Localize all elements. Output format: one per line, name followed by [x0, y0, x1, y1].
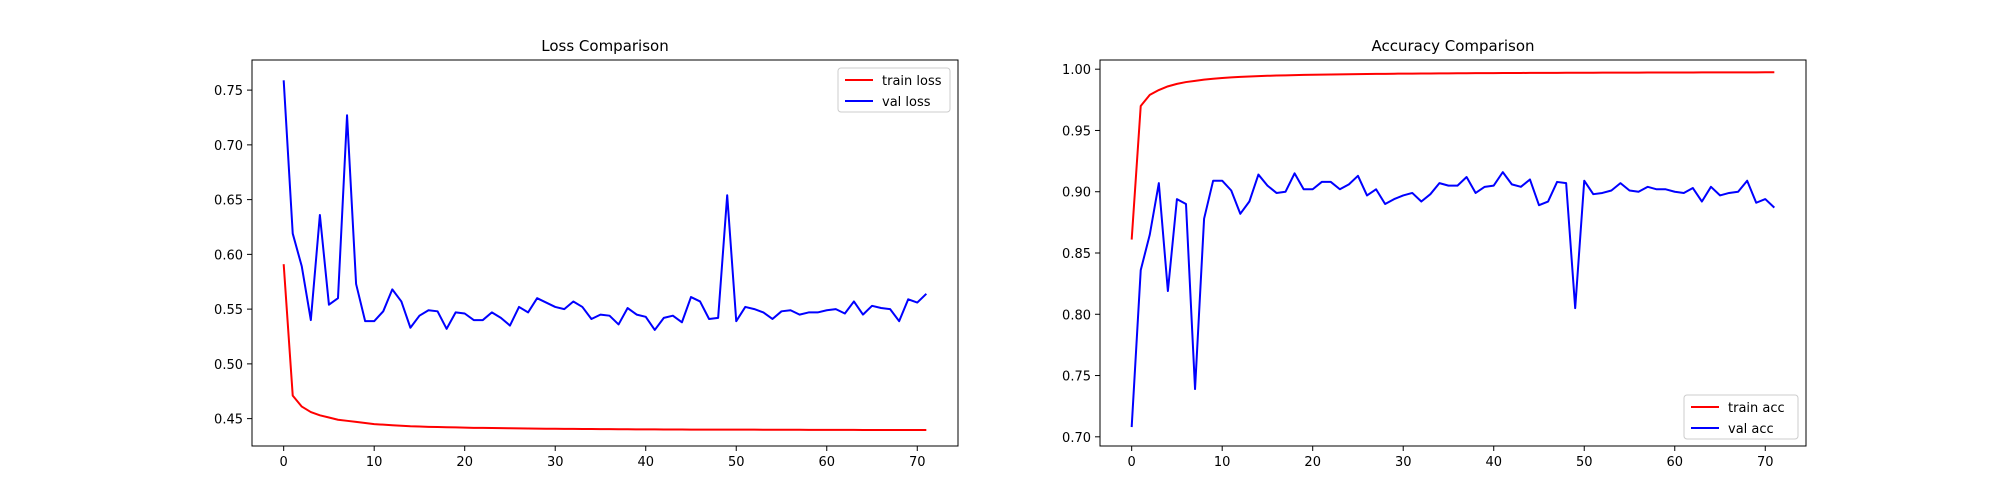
- loss-series-train-loss: [282, 264, 927, 432]
- acc-x-tick-label: 0: [1128, 455, 1136, 470]
- acc-y-tick-label: 1.00: [1062, 63, 1091, 78]
- acc-plot-frame: [1099, 59, 1807, 447]
- loss-chart: Loss Comparison 0 10 20 30 40 50 60 70 0.45 0.50 0.…: [214, 37, 959, 470]
- loss-x-tick-label: 70: [909, 455, 926, 470]
- acc-y-tick-label: 0.85: [1062, 247, 1091, 262]
- loss-x-tick-label: 40: [637, 455, 654, 470]
- acc-x-tick-label: 20: [1304, 455, 1321, 470]
- acc-series-val-acc: [1130, 171, 1776, 428]
- acc-x-tick-label: 30: [1395, 455, 1412, 470]
- acc-y-tick-label: 0.70: [1062, 431, 1091, 446]
- loss-legend-label-val-loss: val loss: [882, 95, 931, 110]
- acc-y-tick-label: 0.75: [1062, 370, 1091, 385]
- acc-legend-label-val-acc: val acc: [1728, 422, 1774, 437]
- acc-legend: train acc val acc: [1683, 394, 1799, 440]
- loss-y-tick-label: 0.45: [214, 413, 243, 428]
- acc-y-tick-label: 0.80: [1062, 308, 1091, 323]
- acc-series-train-acc: [1130, 71, 1775, 240]
- loss-x-tick-label: 0: [280, 455, 288, 470]
- loss-y-tick-label: 0.55: [214, 303, 243, 318]
- loss-legend-label-train-loss: train loss: [882, 74, 942, 89]
- loss-y-tick-label: 0.70: [214, 139, 243, 154]
- loss-plot-frame: [251, 59, 959, 447]
- acc-y-tick-label: 0.95: [1062, 124, 1091, 139]
- acc-x-tick-label: 10: [1214, 455, 1231, 470]
- loss-x-tick-label: 50: [728, 455, 745, 470]
- acc-x-tick-label: 50: [1576, 455, 1593, 470]
- acc-chart: Accuracy Comparison 0 10 20 30 40 50 60 70 0.70 0.…: [1062, 37, 1807, 470]
- acc-legend-label-train-acc: train acc: [1728, 401, 1785, 416]
- acc-x-tick-label: 70: [1757, 455, 1774, 470]
- loss-chart-title: Loss Comparison: [541, 37, 668, 55]
- loss-series-val-loss: [282, 80, 928, 331]
- loss-x-tick-label: 30: [547, 455, 564, 470]
- loss-y-tick-label: 0.75: [214, 84, 243, 99]
- loss-y-tick-label: 0.65: [214, 194, 243, 209]
- charts-container: Loss Comparison 0 10 20 30 40 50 60 70 0.45 0.50 0.…: [214, 37, 1807, 470]
- acc-x-tick-label: 40: [1485, 455, 1502, 470]
- loss-y-tick-label: 0.60: [214, 248, 243, 263]
- acc-y-tick-label: 0.90: [1062, 186, 1091, 201]
- acc-x-tick-label: 60: [1666, 455, 1683, 470]
- loss-x-tick-label: 10: [366, 455, 383, 470]
- acc-chart-title: Accuracy Comparison: [1371, 37, 1534, 55]
- loss-y-tick-label: 0.50: [214, 358, 243, 373]
- loss-x-tick-label: 60: [818, 455, 835, 470]
- loss-legend: train loss val loss: [837, 67, 951, 113]
- loss-x-tick-label: 20: [456, 455, 473, 470]
